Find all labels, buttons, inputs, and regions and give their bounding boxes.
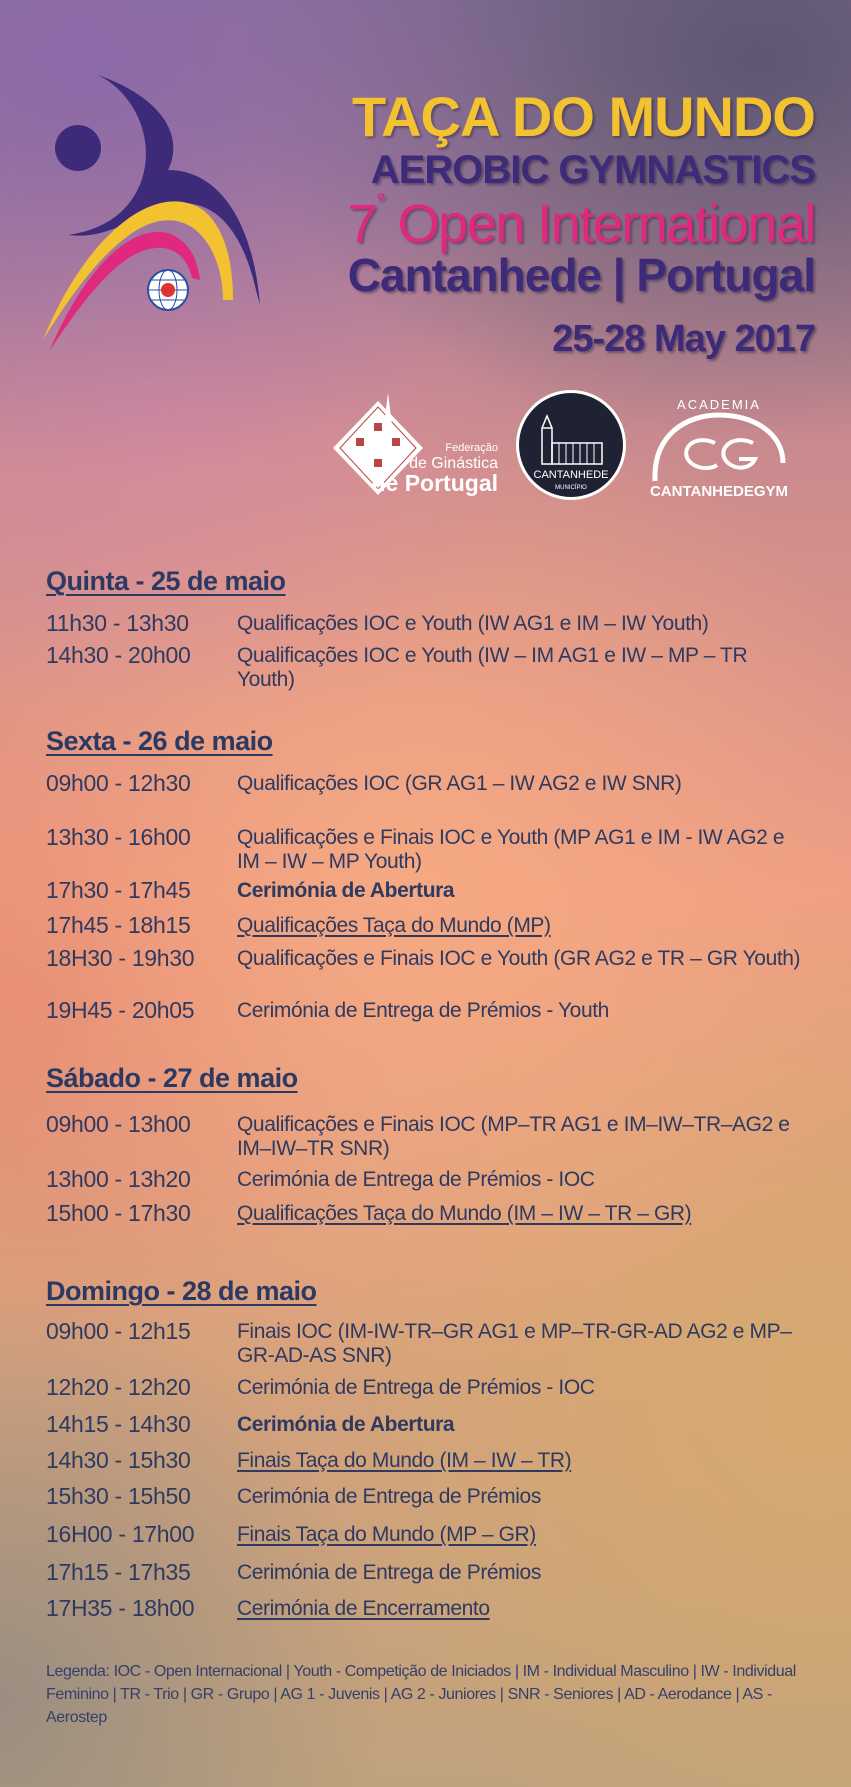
schedule-event: Qualificações IOC (GR AG1 – IW AG2 e IW …: [237, 772, 682, 795]
schedule-time: 16H00 - 17h00: [46, 1521, 195, 1547]
fgp-line2: de Ginástica: [409, 455, 498, 472]
schedule-time: 17h15 - 17h35: [46, 1559, 191, 1585]
schedule-event: Qualificações IOC e Youth (IW AG1 e IM –…: [237, 612, 709, 635]
municipio-name: CANTANHEDE: [534, 469, 609, 481]
event-title: TAÇA DO MUNDO: [352, 85, 816, 148]
fgp-logo: Federação de Ginástica de Portugal: [333, 393, 498, 496]
yellow-arc: [43, 201, 233, 340]
municipio-sub: MUNICÍPIO: [555, 484, 587, 491]
cantanhede-municipio-logo: CANTANHEDE MUNICÍPIO: [516, 390, 626, 500]
schedule-time: 12h20 - 12h20: [46, 1374, 191, 1400]
academia-cantanhedegym-logo: ACADEMIA CANTANHEDEGYM: [650, 397, 788, 500]
fgp-line1: Federação: [445, 442, 498, 454]
schedule-event: Cerimónia de Abertura: [237, 1413, 455, 1436]
schedule-time: 13h30 - 16h00: [46, 824, 191, 850]
schedule-time: 19H45 - 20h05: [46, 997, 195, 1023]
edition-text: Open International: [384, 194, 817, 254]
ordinal-mark: °: [376, 189, 386, 216]
schedule-event: Cerimónia de Abertura: [237, 879, 455, 902]
schedule-time: 13h00 - 13h20: [46, 1166, 191, 1192]
schedule-event: Cerimónia de Entrega de Prémios: [237, 1561, 541, 1584]
schedule-time: 17h30 - 17h45: [46, 877, 191, 903]
day-heading: Quinta - 25 de maio: [46, 566, 286, 596]
schedule-event: Cerimónia de Entrega de Prémios - IOC: [237, 1168, 595, 1191]
day-heading: Sexta - 26 de maio: [46, 726, 273, 756]
gymnast-logo: [43, 75, 260, 350]
schedule-time: 17h45 - 18h15: [46, 912, 191, 938]
schedule-time: 15h00 - 17h30: [46, 1200, 191, 1226]
purple-arc: [68, 75, 260, 305]
schedule-event: Qualificações Taça do Mundo (IM – IW – T…: [237, 1202, 692, 1225]
legend: Legenda: IOC - Open Internacional | Yout…: [46, 1663, 796, 1726]
schedule-event: Qualificações e Finais IOC e Youth (GR A…: [237, 947, 801, 970]
event-location: Cantanhede | Portugal: [347, 249, 816, 301]
fgp-line3: de Portugal: [371, 470, 498, 496]
schedule-event: Qualificações Taça do Mundo (MP): [237, 914, 551, 937]
schedule-event: Cerimónia de Entrega de Prémios - Youth: [237, 999, 609, 1022]
schedule-event: Qualificações e Finais IOC (MP–TR AG1 e …: [237, 1113, 790, 1160]
schedule-time: 18H30 - 19h30: [46, 945, 195, 971]
edition-title: 7° Open International: [347, 189, 817, 255]
schedule-event: Cerimónia de Entrega de Prémios: [237, 1485, 541, 1508]
event-dates: 25-28 May 2017: [552, 318, 816, 360]
schedule-event: Cerimónia de Encerramento: [237, 1597, 490, 1620]
schedule-time: 09h00 - 12h30: [46, 770, 191, 796]
schedule-time: 17H35 - 18h00: [46, 1595, 195, 1621]
edition-number: 7: [347, 194, 378, 254]
schedule-event: Finais IOC (IM-IW-TR–GR AG1 e MP–TR-GR-A…: [237, 1320, 792, 1367]
schedule-time: 14h30 - 20h00: [46, 642, 191, 668]
academia-top: ACADEMIA: [677, 397, 761, 412]
schedule-event: Cerimónia de Entrega de Prémios - IOC: [237, 1376, 595, 1399]
schedule-time: 15h30 - 15h50: [46, 1483, 191, 1509]
academia-bottom: CANTANHEDEGYM: [650, 483, 788, 500]
event-subtitle: AEROBIC GYMNASTICS: [370, 148, 816, 192]
fig-globe-icon: [147, 269, 189, 311]
schedule-event: Finais Taça do Mundo (MP – GR): [237, 1523, 536, 1546]
schedule-event: Qualificações e Finais IOC e Youth (MP A…: [237, 826, 785, 873]
schedule-time: 09h00 - 12h15: [46, 1318, 191, 1344]
schedule-time: 14h15 - 14h30: [46, 1411, 191, 1437]
gymnast-head: [55, 125, 101, 171]
pink-arc: [50, 231, 200, 350]
day-heading: Sábado - 27 de maio: [46, 1063, 298, 1093]
schedule-time: 11h30 - 13h30: [46, 610, 189, 636]
day-heading: Domingo - 28 de maio: [46, 1276, 317, 1306]
schedule-event: Finais Taça do Mundo (IM – IW – TR): [237, 1449, 572, 1472]
schedule-time: 14h30 - 15h30: [46, 1447, 191, 1473]
schedule-time: 09h00 - 13h00: [46, 1111, 191, 1137]
schedule-event: Qualificações IOC e Youth (IW – IM AG1 e…: [237, 644, 748, 691]
